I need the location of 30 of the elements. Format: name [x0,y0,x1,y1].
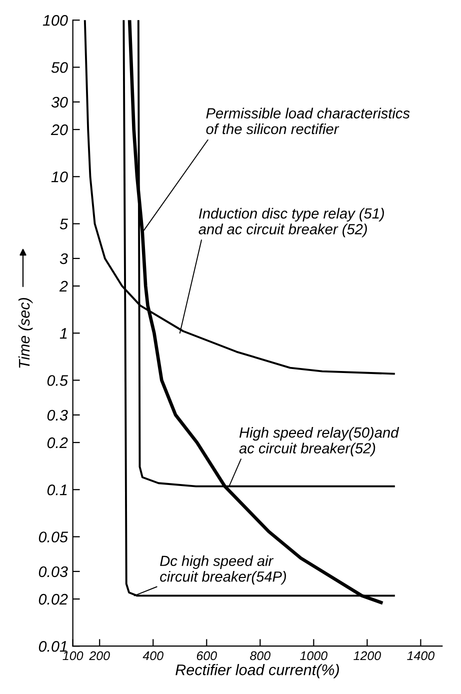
y-tick-label: 0.3 [47,410,68,421]
y-tick-label: 0.01 [38,640,67,652]
y-tick-label: 30 [51,96,68,108]
y-tick-label: 1 [60,328,67,339]
y-tick-label: 20 [50,124,68,136]
x-tick-label: 600 [196,651,217,660]
annotation: Dc high speed air circuit breaker(54P) [160,555,286,585]
y-tick-label: 3 [60,253,68,264]
y-tick-label: 5 [60,218,68,230]
y-axis-title: Time (sec) [18,298,33,368]
x-axis-title: Rectifier load current(%) [176,664,339,678]
y-tick-label: 0.2 [47,437,68,448]
x-tick-label: 1000 [300,651,328,660]
y-tick-label: 0.03 [38,566,68,578]
annotation: Permissible load characteristics of the silicon rectifier [206,108,410,134]
y-tick-label: 2 [59,280,68,292]
x-tick-label: 1400 [407,651,434,660]
annotation: Induction disc type relay (51) and ac circuit breaker (52) [198,208,384,238]
y-tick-label: 0.02 [38,594,68,605]
y-tick-label: 0.5 [47,375,68,386]
x-tick-label: 800 [250,651,270,660]
y-tick-label: 50 [51,62,68,73]
annotation: High speed relay(50)and ac circuit breaker(52) [239,427,400,456]
x-tick-label: 1200 [354,651,381,660]
x-tick-label: 400 [142,651,164,660]
y-tick-label: 0.1 [47,484,67,496]
y-tick-label: 100 [42,14,68,26]
y-tick-label: 10 [51,171,68,182]
x-tick-label: 200 [89,651,110,660]
y-tick-label: 0.05 [38,532,68,542]
